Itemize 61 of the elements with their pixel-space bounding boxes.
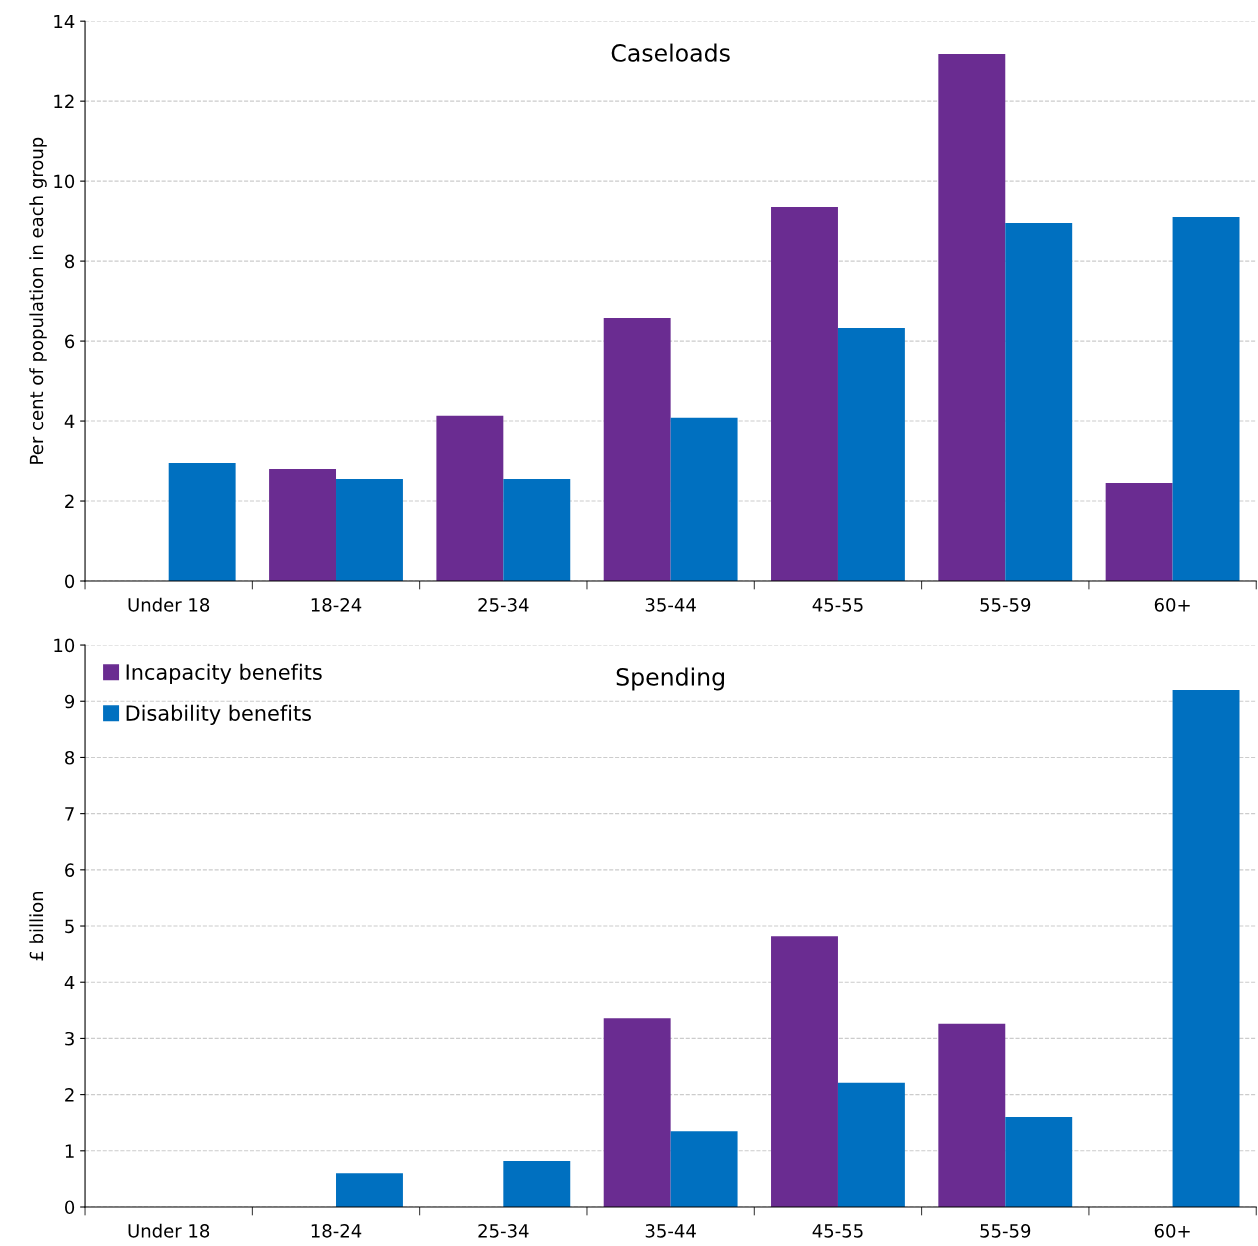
bar [503, 479, 571, 582]
y-tick-label: 8 [65, 254, 75, 269]
bar [603, 317, 671, 582]
y-tick-label: 12 [54, 94, 74, 109]
y-tick-label: 6 [65, 863, 75, 877]
bar [771, 207, 838, 582]
y-tick-label: 3 [65, 1031, 74, 1046]
y-tick-label: 7 [65, 807, 74, 821]
y-tick-label: 2 [65, 494, 74, 508]
text: Caseloads [611, 43, 730, 62]
bar [1105, 483, 1173, 582]
y-axis-title: £ billion [29, 891, 44, 961]
legend-label: Incapacity benefits [126, 663, 322, 684]
y-tick-label: 0 [65, 1200, 75, 1215]
x-tick-label: 60+ [1154, 598, 1190, 612]
x-tick-label: 35-44 [645, 598, 696, 612]
x-tick-label: 18-24 [311, 1223, 362, 1238]
bar [1005, 223, 1073, 582]
y-tick-label: 2 [65, 1088, 74, 1102]
bar [837, 327, 905, 582]
x-tick-label: 45-55 [812, 1224, 863, 1238]
bar [336, 1173, 403, 1207]
bar [603, 1018, 671, 1207]
y-tick-label: 14 [54, 14, 75, 29]
bar [1172, 690, 1240, 1207]
bar [503, 1160, 571, 1207]
y-tick-label: 0 [65, 574, 75, 589]
bar [938, 53, 1006, 582]
y-axis-title: Per cent of population in each group [29, 137, 47, 464]
y-tick-label: 8 [65, 750, 75, 765]
y-tick-label: 1 [65, 1144, 74, 1158]
x-tick-label: Under 18 [128, 597, 210, 612]
bar [436, 415, 504, 582]
bar [938, 1023, 1006, 1207]
x-tick-label: 45-55 [812, 598, 863, 612]
y-tick-label: 4 [64, 414, 75, 428]
x-tick-label: 25-34 [478, 1223, 529, 1238]
legend-label: Disability benefits [126, 704, 311, 725]
bar [670, 1131, 738, 1207]
bar [336, 479, 403, 582]
x-tick-label: 55-59 [980, 1223, 1031, 1238]
y-tick-label: 10 [54, 638, 75, 653]
bar [837, 1082, 905, 1207]
x-tick-label: 25-34 [478, 598, 529, 612]
text: Spending [616, 667, 724, 691]
y-tick-label: 4 [64, 975, 75, 990]
y-tick-label: 9 [64, 694, 75, 709]
bar [771, 936, 838, 1207]
x-tick-label: 55-59 [980, 598, 1031, 612]
bar [269, 469, 337, 582]
x-tick-label: 18-24 [311, 598, 362, 612]
y-tick-label: 6 [65, 334, 75, 349]
x-tick-label: Under 18 [128, 1223, 210, 1238]
y-tick-label: 5 [65, 919, 74, 934]
bar [168, 463, 236, 582]
y-tick-label: 10 [54, 174, 75, 189]
bar [1005, 1117, 1073, 1207]
bar [1172, 217, 1240, 582]
bar [670, 417, 738, 582]
x-tick-label: 35-44 [645, 1223, 696, 1238]
x-tick-label: 60+ [1154, 1223, 1190, 1238]
